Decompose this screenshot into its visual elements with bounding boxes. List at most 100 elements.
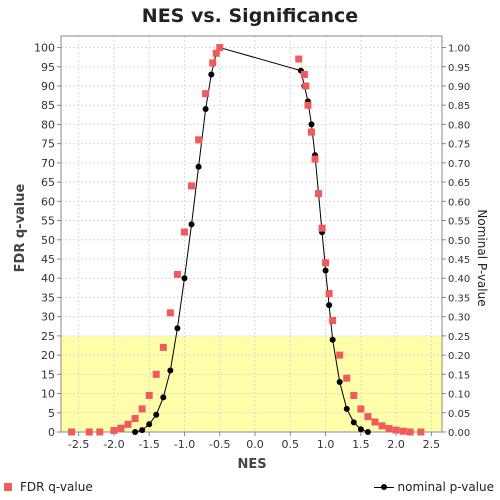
fdr-point: [357, 405, 365, 413]
y-right-tick-label: 0.45: [448, 255, 470, 266]
fdr-point: [173, 270, 181, 278]
y-right-axis-ticks: 0.00 0.05 0.10 0.15 0.20 0.25 0.30 0.35 0.40 0.45…: [442, 44, 470, 439]
fdr-point: [138, 405, 146, 413]
y-left-axis-ticks: 0 5 10 15 20 25 30 35 40 45 50 55 60 65 70 75 80 85 90 95 10…: [34, 42, 61, 439]
fdr-point: [399, 427, 407, 435]
legend-fdr-label: FDR q-value: [20, 480, 93, 494]
y-left-tick-label: 50: [41, 234, 55, 247]
y-right-tick-label: 0.00: [448, 428, 470, 439]
p-value-point: [202, 106, 209, 113]
x-tick-label: 1.5: [352, 438, 370, 451]
fdr-point: [329, 317, 337, 325]
y-left-tick-label: 10: [41, 388, 55, 401]
fdr-point: [166, 309, 174, 317]
fdr-point: [180, 228, 188, 236]
fdr-point: [96, 428, 104, 436]
fdr-point: [202, 90, 210, 98]
p-value-point: [350, 419, 357, 426]
y-left-axis-title: FDR q-value: [13, 183, 28, 272]
y-left-tick-label: 35: [41, 291, 55, 304]
fdr-point: [145, 391, 153, 399]
fdr-point: [131, 415, 139, 423]
legend-p-value-label: nominal p-value: [397, 480, 494, 494]
fdr-point: [406, 428, 414, 436]
p-value-point: [329, 336, 336, 343]
fdr-point: [302, 82, 310, 90]
p-value-point: [322, 267, 329, 274]
p-value-point: [188, 221, 195, 228]
p-value-point: [167, 367, 174, 374]
x-tick-label: -1.0: [174, 438, 195, 451]
fdr-point: [216, 44, 224, 52]
p-value-point: [195, 163, 202, 170]
y-right-tick-label: 0.85: [448, 101, 470, 112]
p-value-point: [357, 426, 364, 433]
fdr-point: [315, 190, 323, 198]
y-right-tick-label: 1.00: [448, 44, 470, 55]
fdr-point: [325, 290, 333, 298]
fdr-point: [304, 101, 312, 109]
legend-fdr-swatch: [4, 483, 12, 491]
x-tick-label: 2.0: [387, 438, 405, 451]
y-left-tick-label: 85: [41, 99, 55, 112]
fdr-point: [307, 128, 315, 136]
y-left-tick-label: 30: [41, 311, 55, 324]
p-value-point: [174, 325, 181, 332]
fdr-point: [159, 343, 167, 351]
x-tick-label: 2.5: [423, 438, 441, 451]
fdr-point: [322, 259, 330, 267]
y-right-tick-label: 0.65: [448, 178, 470, 189]
y-left-tick-label: 45: [41, 253, 55, 266]
fdr-point: [117, 424, 125, 432]
y-right-tick-label: 0.55: [448, 217, 470, 228]
fdr-point: [417, 428, 425, 436]
y-right-tick-label: 0.10: [448, 390, 470, 401]
x-tick-label: -2.0: [103, 438, 124, 451]
fdr-point: [110, 426, 118, 434]
p-value-point: [343, 405, 350, 412]
y-right-tick-label: 0.35: [448, 293, 470, 304]
fdr-point: [152, 370, 160, 378]
y-left-tick-label: 65: [41, 176, 55, 189]
fdr-point: [311, 155, 319, 163]
fdr-point: [85, 428, 93, 436]
fdr-point: [343, 374, 351, 382]
y-right-axis-title: Nominal P-value: [475, 209, 489, 306]
fdr-point: [385, 425, 393, 433]
x-tick-label: 0.0: [246, 438, 264, 451]
fdr-point: [195, 136, 203, 144]
y-left-tick-label: 95: [41, 61, 55, 74]
x-tick-label: -1.5: [138, 438, 159, 451]
y-left-tick-label: 0: [48, 426, 55, 439]
y-left-tick-label: 55: [41, 215, 55, 228]
y-right-tick-label: 0.05: [448, 409, 470, 420]
p-value-point: [132, 429, 139, 435]
y-right-tick-label: 0.60: [448, 197, 470, 208]
y-right-tick-label: 0.25: [448, 332, 470, 343]
fdr-point: [378, 422, 386, 430]
x-tick-label: -2.5: [68, 438, 89, 451]
plot-area: [60, 35, 443, 433]
fdr-point: [318, 224, 326, 232]
p-value-point: [208, 71, 215, 78]
fdr-point: [209, 59, 217, 67]
y-left-tick-label: 15: [41, 368, 55, 381]
p-value-point: [326, 302, 333, 309]
y-right-tick-label: 0.75: [448, 140, 470, 151]
p-value-point: [336, 379, 343, 386]
legend-p-value-swatch: [373, 483, 394, 491]
fdr-point: [68, 428, 76, 436]
y-left-tick-label: 5: [48, 407, 55, 420]
x-tick-label: 1.0: [317, 438, 335, 451]
p-value-point: [160, 394, 167, 401]
legend-p-value: nominal p-value: [373, 480, 494, 494]
p-value-point: [139, 427, 146, 434]
x-tick-label: 0.5: [282, 438, 300, 451]
y-left-tick-label: 100: [34, 42, 55, 55]
p-value-point: [153, 411, 160, 418]
fdr-point: [371, 418, 379, 426]
y-right-tick-label: 0.50: [448, 236, 470, 247]
y-left-tick-label: 75: [41, 138, 55, 151]
fdr-point: [295, 55, 303, 63]
